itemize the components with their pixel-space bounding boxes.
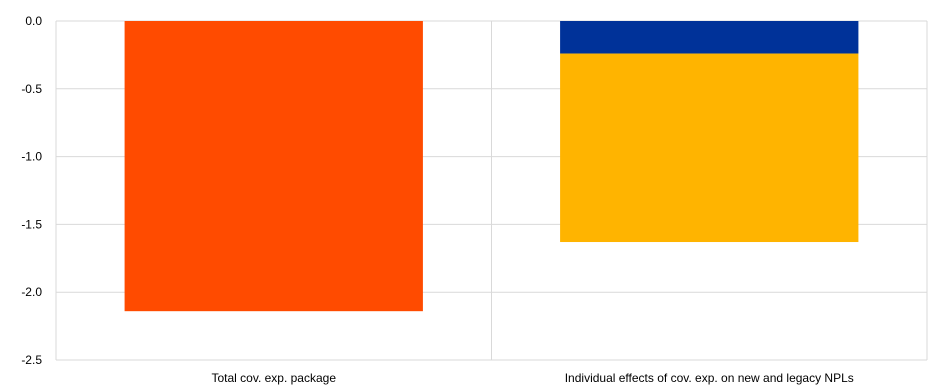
y-tick-label: -1.5 bbox=[21, 217, 42, 231]
x-axis-labels: Total cov. exp. package Individual effect… bbox=[211, 371, 853, 385]
x-category-label: Total cov. exp. package bbox=[211, 371, 336, 385]
bar-segment bbox=[124, 21, 423, 312]
y-tick-label: 0.0 bbox=[25, 14, 42, 28]
y-tick-label: -2.5 bbox=[21, 353, 42, 367]
y-axis-ticks: 0.0 -0.5 -1.0 -1.5 -2.0 -2.5 bbox=[21, 14, 42, 367]
bar-layer bbox=[124, 21, 859, 312]
x-category-label: Individual effects of cov. exp. on new a… bbox=[565, 371, 854, 385]
y-tick-label: -0.5 bbox=[21, 82, 42, 96]
y-tick-label: -2.0 bbox=[21, 285, 42, 299]
y-tick-label: -1.0 bbox=[21, 150, 42, 164]
bar-segment bbox=[560, 21, 859, 54]
bar-segment bbox=[560, 53, 859, 243]
